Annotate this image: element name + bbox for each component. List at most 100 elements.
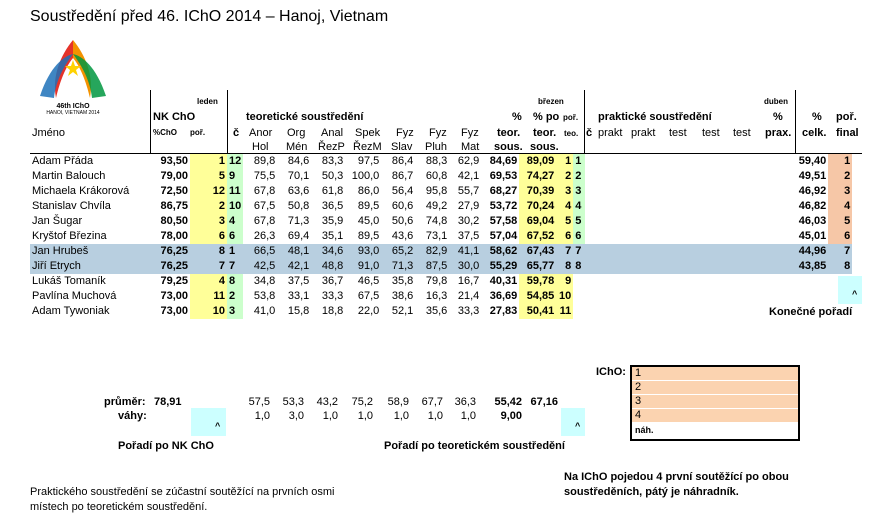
prakt-scores	[585, 274, 749, 289]
header-prakt-col-2: test	[669, 127, 687, 139]
prumer-t0: 57,5	[248, 396, 270, 408]
row-index: 4	[227, 214, 244, 229]
note-right: Na IChO pojedou 4 první soutěžící po obo…	[564, 471, 789, 498]
header-brezen: březen	[538, 97, 564, 106]
header-nk-cho: NK ChO	[153, 111, 196, 123]
theory-score: 46,5	[357, 275, 380, 287]
nk-rank: 7	[190, 259, 227, 274]
nk-rank: 1	[190, 154, 227, 169]
prakt-scores	[585, 289, 749, 304]
theory-score: 91,0	[345, 259, 382, 274]
theory-pct-after: 70,24	[519, 199, 557, 214]
header-teor: teor.	[497, 127, 521, 139]
student-name: Lukáš Tomaník	[32, 275, 106, 287]
theory-score: 35,1	[321, 230, 344, 242]
theory-pct-after: 70,39	[519, 184, 557, 199]
nk-cho-pct: 79,25	[160, 275, 188, 287]
prax-pct	[749, 169, 783, 184]
total-pct	[783, 289, 828, 304]
nk-rank: 11	[190, 289, 227, 304]
final-rank: 8	[828, 259, 853, 274]
theory-pct-after: 65,77	[519, 259, 557, 274]
prakt-index: 5	[573, 214, 586, 229]
nk-cho-pct: 79,00	[160, 170, 188, 182]
student-name: Jan Šugar	[32, 215, 83, 227]
nk-cho-pct: 78,00	[160, 230, 188, 242]
table-row: Stanislav Chvíla 86,75 2 10 67,5 50,8 36,5 89,5…	[30, 199, 853, 214]
theory-score: 86,7	[391, 170, 414, 182]
header-teor-col-5: Fyz	[429, 127, 447, 139]
prumer-t2: 43,2	[316, 396, 338, 408]
theory-score: 67,8	[253, 185, 276, 197]
theory-score: 50,6	[391, 215, 414, 227]
nk-rank: 3	[190, 214, 227, 229]
prakt-index: 3	[573, 184, 586, 199]
student-name: Martin Balouch	[32, 170, 106, 182]
row-index: 3	[227, 304, 244, 319]
theory-score: 15,8	[287, 305, 310, 317]
total-pct: 44,96	[783, 244, 829, 259]
vahy-t4: 1,0	[393, 410, 409, 422]
theory-pct-after: 74,27	[519, 169, 557, 184]
header-teor-sub-5: Pluh	[425, 141, 448, 153]
row-index: 1	[227, 244, 244, 259]
prax-pct	[749, 214, 783, 229]
prakt-index: 1	[573, 154, 586, 169]
prakt-scores	[585, 304, 749, 319]
theory-score: 30,0	[449, 259, 482, 274]
table-row: Pavlína Muchová 73,00 11 2 53,8 33,1 33,3 67,5 3…	[30, 289, 852, 304]
student-name: Kryštof Březina	[32, 230, 107, 242]
student-name: Adam Tywoniak	[32, 305, 110, 317]
icho-nahradnik: náh.	[635, 425, 654, 435]
student-name: Michaela Krákorová	[32, 185, 130, 197]
prakt-index	[573, 304, 585, 319]
header-teor-col-4: Fyz	[396, 127, 414, 139]
total-pct: 46,03	[798, 215, 827, 227]
theory-rank: 10	[556, 289, 574, 304]
theory-score: 16,7	[457, 275, 480, 287]
theory-score: 42,1	[457, 170, 480, 182]
teor-rank-marker: ^	[561, 408, 585, 436]
konecne-label: Konečné pořadí	[769, 306, 853, 318]
prakt-scores	[585, 184, 749, 199]
theory-rank: 8	[556, 259, 574, 274]
prumer-t4: 58,9	[387, 396, 409, 408]
theory-rank: 4	[556, 199, 574, 214]
theory-score: 16,3	[425, 290, 448, 302]
theory-score: 60,6	[391, 200, 414, 212]
theory-score: 71,3	[381, 259, 416, 274]
student-name: Jiří Etrych	[30, 259, 150, 274]
theory-score: 34,6	[311, 244, 346, 259]
caret-nk: ^	[215, 421, 221, 431]
theory-score: 75,5	[253, 170, 276, 182]
header-prakt-col-1: prakt	[631, 127, 656, 139]
total-pct: 45,01	[798, 230, 827, 242]
prax-pct	[749, 289, 783, 304]
prakt-index: 7	[573, 244, 586, 259]
header-teor-col-1: Org	[287, 127, 306, 139]
prakt-scores	[585, 199, 749, 214]
prakt-scores	[585, 214, 749, 229]
header-teor-sub-0: Hol	[252, 141, 269, 153]
final-rank: 6	[828, 229, 853, 244]
theory-pct: 55,29	[481, 259, 520, 274]
row-index: 6	[227, 229, 244, 244]
prumer-nk: 78,91	[154, 396, 182, 408]
vahy-t3: 1,0	[357, 410, 373, 422]
row-index: 2	[227, 289, 244, 304]
total-pct: 46,82	[798, 200, 827, 212]
theory-score: 61,8	[321, 185, 344, 197]
header-por-final: poř.	[836, 111, 857, 123]
theory-pct-after: 54,85	[519, 289, 557, 304]
theory-pct-after: 59,78	[519, 274, 557, 289]
theory-rank: 2	[556, 169, 574, 184]
theory-score: 38,6	[391, 290, 414, 302]
theory-score: 33,3	[457, 305, 480, 317]
icho-logo-icon	[40, 40, 106, 98]
theory-pct: 84,69	[489, 155, 518, 167]
prakt-scores	[585, 169, 749, 184]
prakt-index: 6	[573, 229, 586, 244]
prax-pct	[749, 229, 783, 244]
table-row: Kryštof Březina 78,00 6 6 26,3 69,4 35,1 89,5 43…	[30, 229, 853, 244]
icho-item-1: 1	[632, 367, 798, 380]
